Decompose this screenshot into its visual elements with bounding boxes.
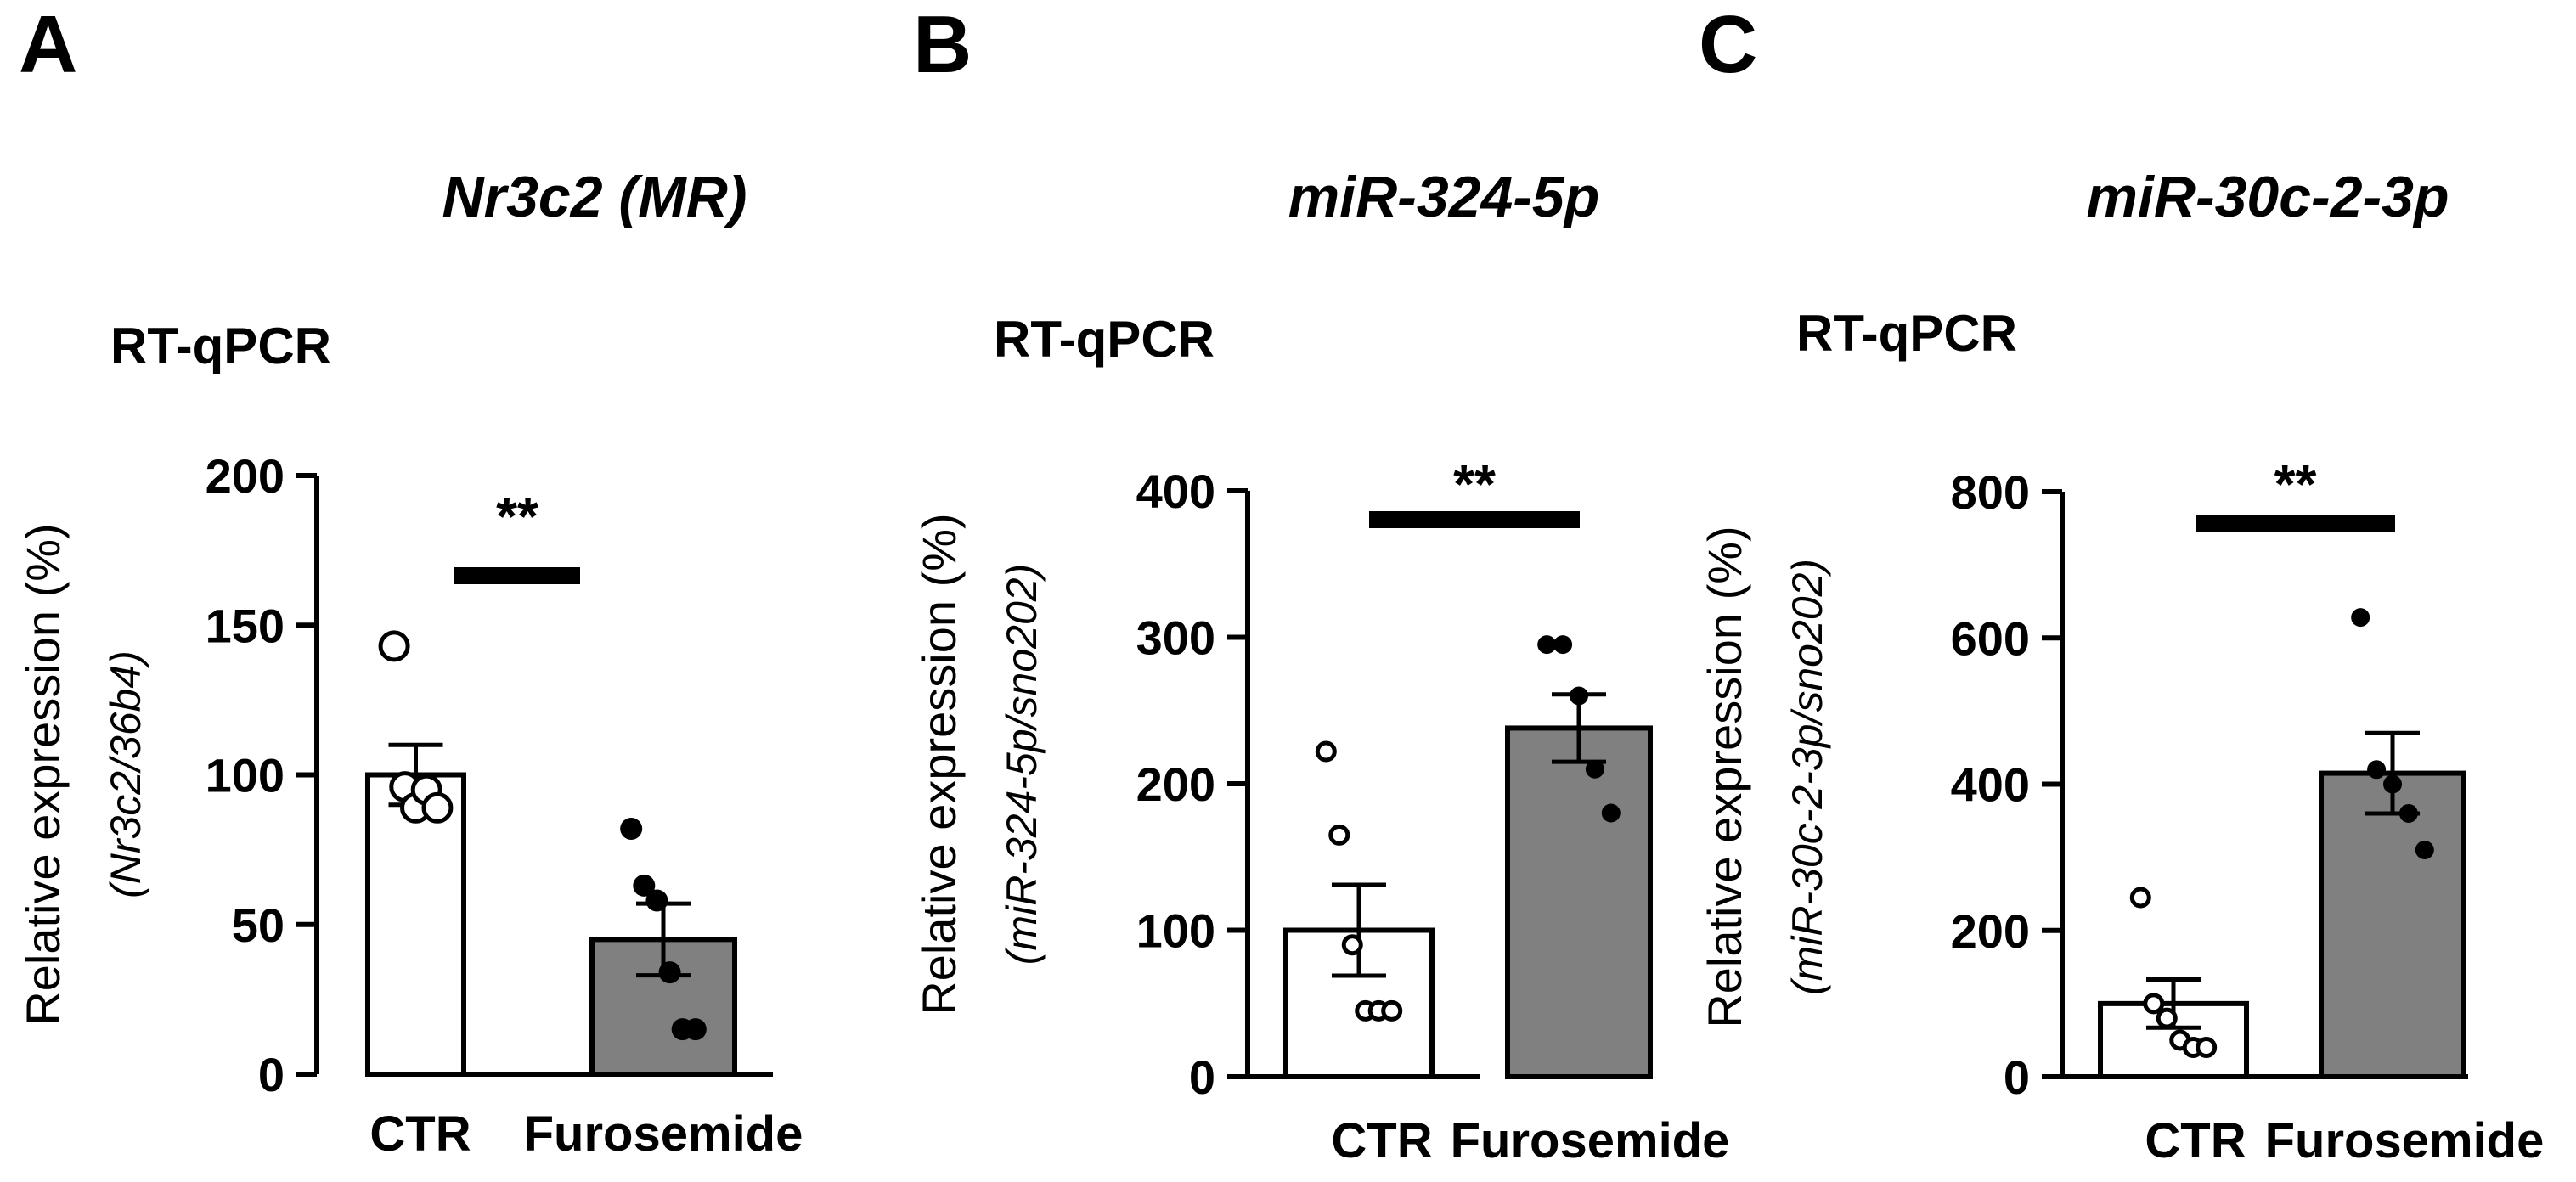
point-furosemide (620, 817, 643, 840)
point-ctr (378, 630, 410, 662)
y-tick-label: 200 (206, 449, 285, 503)
chart-title: Nr3c2 (MR) (442, 165, 747, 229)
y-tick-label: 400 (1951, 758, 2030, 812)
chart-title: miR-30c-2-3p (2086, 165, 2449, 229)
point-ctr (1328, 824, 1350, 846)
bar-furosemide (2319, 770, 2466, 1079)
point-furosemide (645, 889, 668, 912)
panel-label: B (913, 0, 972, 90)
point-ctr (2143, 993, 2165, 1015)
point-ctr (2196, 1037, 2218, 1059)
y-tick-label: 600 (1951, 611, 2030, 665)
panel-a: A Nr3c2 (MR) RT-qPCR Relative expression (%… (16, 0, 803, 1162)
point-furosemide (2415, 841, 2434, 860)
method-label: RT-qPCR (1796, 305, 2017, 362)
y-tick-label: 300 (1136, 611, 1215, 665)
point-furosemide (1601, 803, 1621, 823)
y-axis-label: Relative expression (%) (1698, 526, 1751, 1027)
point-furosemide (1537, 635, 1557, 655)
method-label: RT-qPCR (110, 318, 331, 374)
point-furosemide (633, 874, 656, 897)
point-furosemide (1585, 759, 1604, 779)
y-tick-label: 0 (1189, 1050, 1215, 1104)
y-tick-label: 50 (232, 898, 285, 952)
error-bar (1332, 882, 1386, 978)
point-ctr (1341, 934, 1363, 956)
point-furosemide (1553, 635, 1573, 655)
x-tick-label: CTR (369, 1106, 471, 1162)
y-axis-label: Relative expression (%) (912, 513, 966, 1015)
point-furosemide (2398, 803, 2418, 823)
y-tick-label: 0 (258, 1048, 285, 1101)
y-axis-label: Relative expression (%) (16, 523, 70, 1025)
y-axis-sublabel: (miR-324-5p/sno202) (998, 564, 1046, 965)
x-tick-label: CTR (2145, 1113, 2246, 1168)
point-furosemide (2351, 608, 2370, 628)
x-tick-label: CTR (1331, 1113, 1432, 1168)
y-axis-sublabel: (Nr3c2/36b4) (102, 650, 149, 898)
point-furosemide (2367, 760, 2387, 780)
point-furosemide (1570, 686, 1588, 706)
significance-stars: ** (496, 486, 538, 547)
panel-label: A (19, 0, 77, 90)
point-furosemide (684, 1018, 707, 1041)
x-tick-label: Furosemide (2265, 1113, 2545, 1168)
x-tick-label: Furosemide (1451, 1113, 1730, 1168)
y-tick-label: 100 (1136, 904, 1215, 958)
y-tick-label: 200 (1951, 904, 2030, 958)
point-furosemide (2383, 774, 2402, 794)
bar-furosemide (1505, 725, 1653, 1079)
point-furosemide (658, 961, 681, 984)
x-tick-label: Furosemide (524, 1106, 803, 1162)
point-ctr (2156, 1007, 2178, 1029)
point-ctr (421, 791, 454, 824)
y-tick-label: 200 (1136, 757, 1215, 811)
panel-label: C (1699, 0, 1757, 90)
y-tick-label: 150 (206, 599, 285, 652)
point-ctr (1381, 999, 1403, 1022)
bar-ctr (365, 772, 466, 1077)
y-tick-label: 0 (2004, 1050, 2030, 1104)
method-label: RT-qPCR (994, 311, 1215, 368)
point-ctr (1315, 740, 1337, 763)
point-ctr (2129, 886, 2151, 909)
y-axis-sublabel: (miR-30c-2-3p/sno202) (1784, 559, 1831, 995)
significance-stars: ** (1453, 453, 1496, 515)
significance-stars: ** (2274, 453, 2317, 515)
y-tick-label: 400 (1136, 464, 1215, 518)
y-tick-label: 100 (206, 749, 285, 802)
y-tick-label: 800 (1951, 465, 2030, 519)
chart-title: miR-324-5p (1288, 165, 1600, 229)
